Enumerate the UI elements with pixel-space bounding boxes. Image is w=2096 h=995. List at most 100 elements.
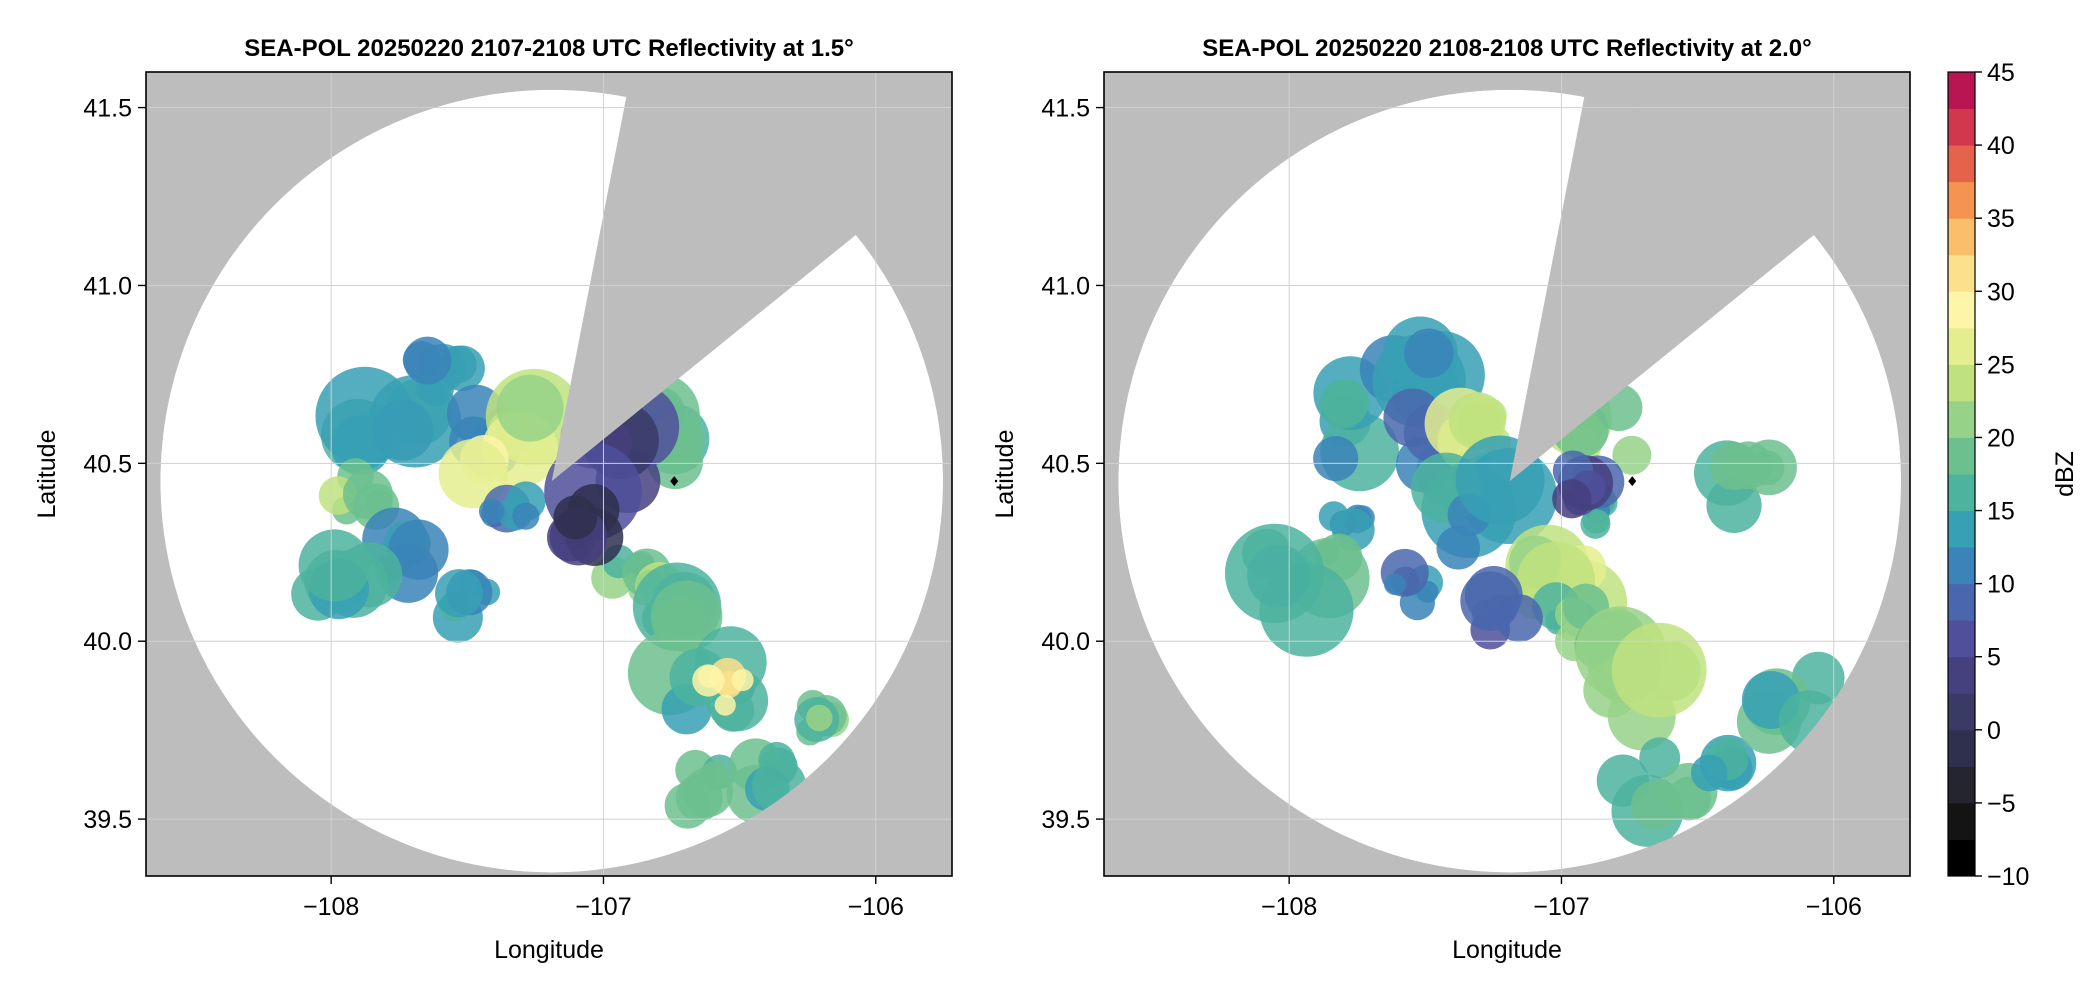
colorbar-tick-label: 30 <box>1987 278 2015 306</box>
colorbar-swatch <box>1948 766 1975 804</box>
colorbar-tick-label: 45 <box>1987 59 2015 87</box>
echo-cell <box>1313 435 1359 482</box>
panel-1-frame <box>145 71 953 877</box>
panel-1-x-ticks: −108 −107 −106 <box>303 876 904 921</box>
x-tick-label: −108 <box>1261 893 1317 921</box>
panel-2-frame <box>1103 71 1911 877</box>
panel-1-echoes <box>146 72 952 876</box>
colorbar-swatch <box>1948 620 1975 658</box>
colorbar-tick-label: 20 <box>1987 424 2015 452</box>
colorbar-swatch <box>1948 547 1975 585</box>
y-tick-label: 39.5 <box>1041 806 1090 834</box>
echo-cell <box>714 694 736 716</box>
panel-1-y-ticks: 39.5 40.0 40.5 41.0 41.5 <box>83 95 146 834</box>
echo-cell <box>1690 754 1728 792</box>
panel-2-echoes <box>1104 72 1910 876</box>
colorbar-swatch <box>1948 583 1975 621</box>
colorbar-tick-label: 25 <box>1987 351 2015 379</box>
colorbar-swatch <box>1948 218 1975 256</box>
echo-cell <box>1404 328 1454 378</box>
colorbar-tick-label: 10 <box>1987 571 2015 599</box>
echo-cell <box>1612 435 1652 475</box>
panel-1-y-label: Latitude <box>33 430 61 519</box>
colorbar-tick-label: −5 <box>1987 790 2016 818</box>
echo-cell <box>1611 622 1707 718</box>
echo-cell <box>1639 737 1681 779</box>
colorbar-swatch <box>1948 729 1975 767</box>
echo-cell <box>805 704 833 732</box>
colorbar-swatch <box>1948 839 1975 877</box>
echo-cell <box>1384 573 1406 596</box>
y-tick-label: 40.5 <box>1041 450 1090 478</box>
y-tick-label: 41.0 <box>1041 272 1090 300</box>
x-tick-label: −106 <box>1806 893 1862 921</box>
y-tick-label: 40.0 <box>83 628 132 656</box>
panel-1-grid <box>146 72 952 876</box>
echo-cell <box>496 374 564 442</box>
x-tick-label: −107 <box>1533 893 1589 921</box>
colorbar-swatch <box>1948 510 1975 548</box>
colorbar-swatch <box>1948 656 1975 694</box>
colorbar-swatch <box>1948 72 1975 110</box>
panel-1: SEA-POL 20250220 2107-2108 UTC Reflectiv… <box>33 35 953 964</box>
colorbar-tick-label: 5 <box>1987 644 2001 672</box>
echo-cell <box>1436 525 1481 570</box>
panel-1-radar-marker <box>670 476 679 487</box>
colorbar: −10 −5 0 5 10 15 20 25 30 35 40 45 dBZ <box>1947 59 2079 891</box>
colorbar-tick-label: 15 <box>1987 498 2015 526</box>
colorbar-label: dBZ <box>2051 451 2079 497</box>
panel-2-title: SEA-POL 20250220 2108-2108 UTC Reflectiv… <box>1202 35 1811 62</box>
y-tick-label: 40.5 <box>83 450 132 478</box>
y-tick-label: 39.5 <box>83 806 132 834</box>
x-tick-label: −107 <box>575 893 631 921</box>
panel-2-plot-area <box>1104 72 1910 876</box>
panel-2-x-ticks: −108 −107 −106 <box>1261 876 1862 921</box>
colorbar-tick-label: 35 <box>1987 205 2015 233</box>
echo-cell <box>1724 441 1773 490</box>
colorbar-swatch <box>1948 181 1975 219</box>
echo-cell <box>1471 599 1501 629</box>
echo-cell <box>512 502 540 530</box>
echo-cell <box>438 438 508 509</box>
colorbar-tick-label: −10 <box>1987 863 2029 891</box>
colorbar-tick-label: 0 <box>1987 717 2001 745</box>
colorbar-swatch <box>1948 108 1975 146</box>
echo-cell <box>650 580 723 653</box>
echo-cell <box>1448 392 1506 450</box>
y-tick-label: 41.0 <box>83 272 132 300</box>
colorbar-swatch <box>1948 437 1975 475</box>
echo-cell <box>731 669 754 692</box>
colorbar-swatch <box>1948 693 1975 731</box>
echo-cell <box>1552 479 1592 519</box>
panel-1-title: SEA-POL 20250220 2107-2108 UTC Reflectiv… <box>244 35 853 62</box>
out-of-range-mask <box>1104 72 1910 876</box>
x-tick-label: −106 <box>848 893 904 921</box>
y-tick-label: 40.0 <box>1041 628 1090 656</box>
panel-2-y-label: Latitude <box>991 430 1019 519</box>
panel-1-plot-area <box>146 72 952 876</box>
echo-cell <box>697 665 721 688</box>
echo-cell <box>478 498 505 525</box>
colorbar-swatch <box>1948 145 1975 183</box>
colorbar-swatch <box>1948 254 1975 292</box>
echo-cell <box>435 569 484 618</box>
colorbar-tick-label: 40 <box>1987 132 2015 160</box>
y-tick-label: 41.5 <box>83 95 132 123</box>
colorbar-swatch <box>1948 364 1975 402</box>
colorbar-frame <box>1947 71 1976 877</box>
echo-cell <box>699 761 729 791</box>
colorbar-swatch <box>1948 400 1975 438</box>
colorbar-ticks: −10 −5 0 5 10 15 20 25 30 35 40 45 <box>1975 59 2029 891</box>
echo-cell <box>1318 380 1368 429</box>
echo-cell <box>553 495 598 540</box>
panel-2: SEA-POL 20250220 2108-2108 UTC Reflectiv… <box>991 35 1911 964</box>
panel-1-x-label: Longitude <box>494 936 604 964</box>
panel-2-y-ticks: 39.5 40.0 40.5 41.0 41.5 <box>1041 95 1104 834</box>
echo-cell <box>298 529 371 602</box>
panel-2-x-label: Longitude <box>1452 936 1562 964</box>
panel-2-radar-marker <box>1628 476 1637 487</box>
out-of-range-mask <box>146 72 952 876</box>
colorbar-swatch <box>1948 327 1975 365</box>
